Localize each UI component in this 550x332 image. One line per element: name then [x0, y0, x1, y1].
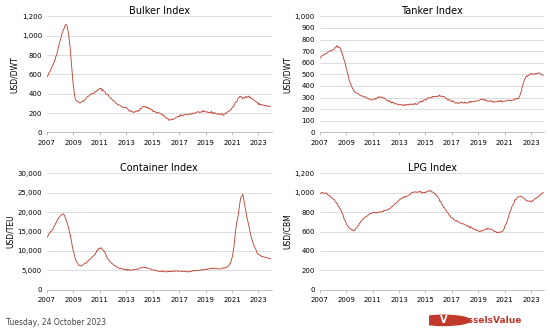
Y-axis label: USD/CBM: USD/CBM: [283, 214, 292, 249]
Title: Bulker Index: Bulker Index: [129, 6, 190, 16]
Text: Tuesday, 24 October 2023: Tuesday, 24 October 2023: [6, 318, 106, 327]
Y-axis label: USD/DWT: USD/DWT: [10, 56, 19, 93]
Circle shape: [417, 315, 470, 325]
Y-axis label: USD/TEU: USD/TEU: [6, 215, 14, 248]
Y-axis label: USD/DWT: USD/DWT: [283, 56, 292, 93]
Title: Container Index: Container Index: [120, 163, 198, 173]
Title: LPG Index: LPG Index: [408, 163, 456, 173]
Text: VesselsValue: VesselsValue: [455, 316, 522, 325]
Text: V: V: [440, 315, 447, 325]
Title: Tanker Index: Tanker Index: [401, 6, 463, 16]
